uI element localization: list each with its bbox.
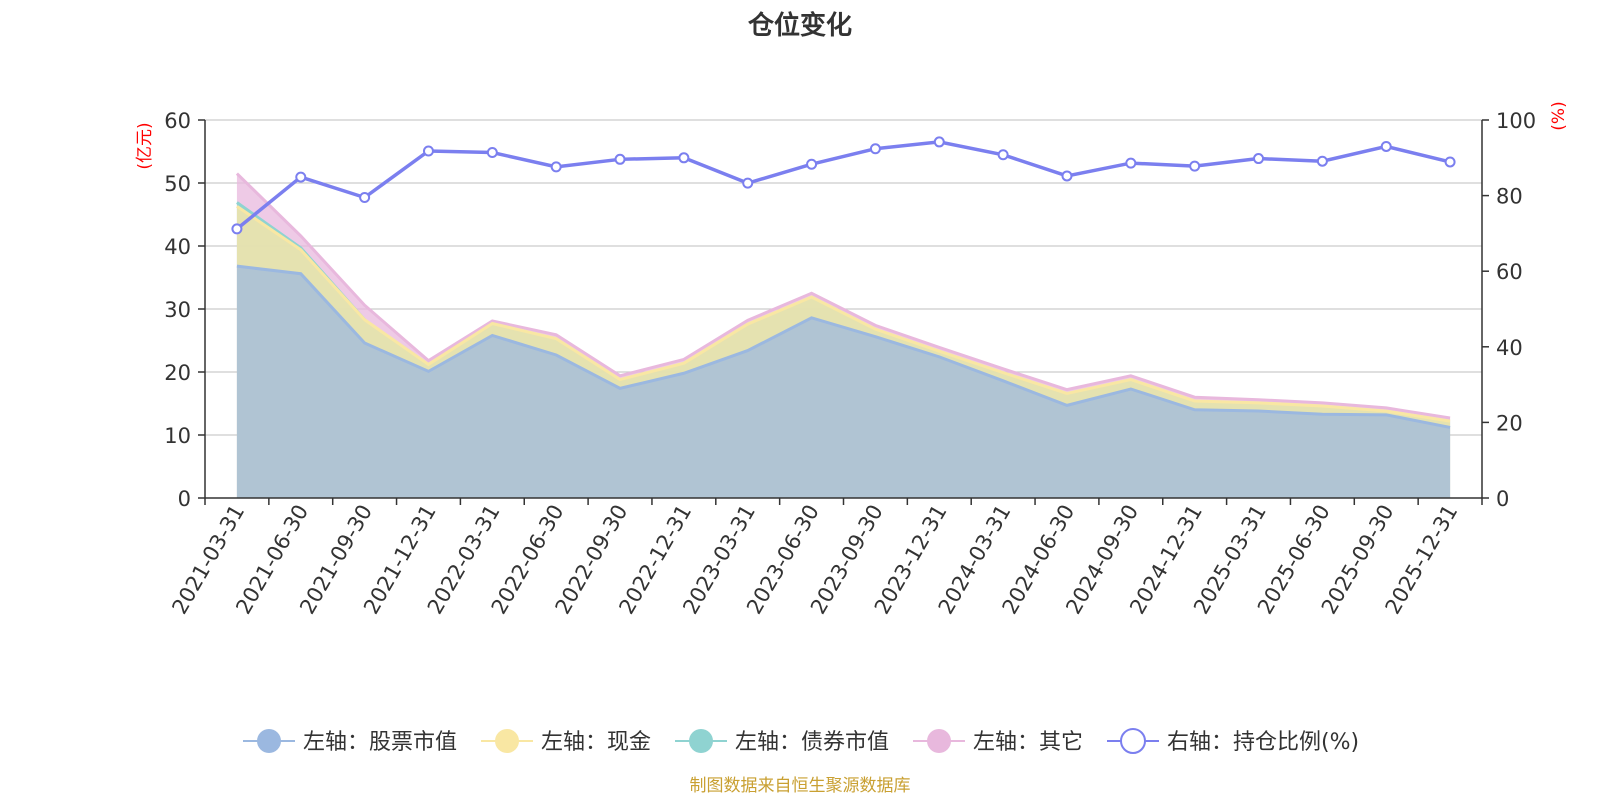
left-axis-unit: (亿元) (135, 122, 155, 169)
holding-ratio-point (806, 158, 818, 170)
legend-swatch-marker (927, 729, 951, 753)
holding-ratio-point (1061, 170, 1073, 182)
area-edge-series-2 (236, 205, 1451, 423)
holding-ratio-point (678, 152, 690, 164)
holding-ratio-point (422, 145, 434, 157)
left-axis-tick-label: 40 (164, 235, 191, 259)
holding-ratio-point (933, 136, 945, 148)
legend-label: 左轴：其它 (973, 730, 1083, 755)
legend-item-2[interactable]: 左轴：现金 (481, 729, 651, 755)
right-axis-tick-label: 100 (1496, 109, 1536, 133)
legend-swatch-marker (495, 729, 519, 753)
left-axis-tick-label: 50 (164, 172, 191, 196)
holding-ratio-point (359, 191, 371, 203)
source-note: 制图数据来自恒生聚源数据库 (690, 776, 911, 796)
legend-item-3[interactable]: 左轴：债券市值 (675, 729, 889, 755)
left-axis-tick-label: 60 (164, 109, 191, 133)
right-axis-tick-label: 40 (1496, 336, 1523, 360)
left-axis-tick-label: 20 (164, 361, 191, 385)
legend-label: 左轴：股票市值 (303, 730, 457, 755)
holding-ratio-point (486, 147, 498, 159)
right-axis-unit: (%) (1549, 101, 1569, 130)
right-axis-tick-label: 0 (1496, 487, 1509, 511)
holding-ratio-point (1253, 153, 1265, 165)
legend-label: 左轴：债券市值 (735, 730, 889, 755)
right-axis-tick-label: 60 (1496, 260, 1523, 284)
legend-swatch-marker (689, 729, 713, 753)
holding-ratio-point (1444, 156, 1456, 168)
holding-ratio-point (997, 149, 1009, 161)
legend-item-1[interactable]: 左轴：股票市值 (243, 729, 457, 755)
holding-ratio-point (742, 177, 754, 189)
holding-ratio-point (614, 153, 626, 165)
legend-swatch-marker (257, 729, 281, 753)
holding-ratio-point (1316, 155, 1328, 167)
holding-ratio-point (1125, 157, 1137, 169)
area-series-1 (236, 266, 1451, 498)
holding-ratio-point (231, 223, 243, 235)
holding-ratio-point (550, 161, 562, 173)
area-edge-series-1 (236, 264, 1451, 429)
area-edge-series-4 (235, 172, 1451, 420)
holding-ratio-point (295, 171, 307, 183)
left-axis-tick-label: 0 (178, 487, 191, 511)
left-axis-tick-label: 30 (164, 298, 191, 322)
legend-label: 右轴：持仓比例(%) (1167, 730, 1359, 755)
legend-swatch-marker (1120, 728, 1146, 754)
chart-title: 仓位变化 (747, 10, 852, 41)
legend-label: 左轴：现金 (541, 730, 651, 755)
right-axis-tick-label: 80 (1496, 185, 1523, 209)
holding-ratio-line (235, 140, 1451, 231)
right-axis-tick-label: 20 (1496, 411, 1523, 435)
holding-ratio-point (1189, 160, 1201, 172)
legend-item-4[interactable]: 左轴：其它 (913, 729, 1083, 755)
holding-ratio-point (1380, 140, 1392, 152)
left-axis-tick-label: 10 (164, 424, 191, 448)
holding-ratio-point (869, 143, 881, 155)
legend-item-5[interactable]: 右轴：持仓比例(%) (1107, 728, 1359, 755)
